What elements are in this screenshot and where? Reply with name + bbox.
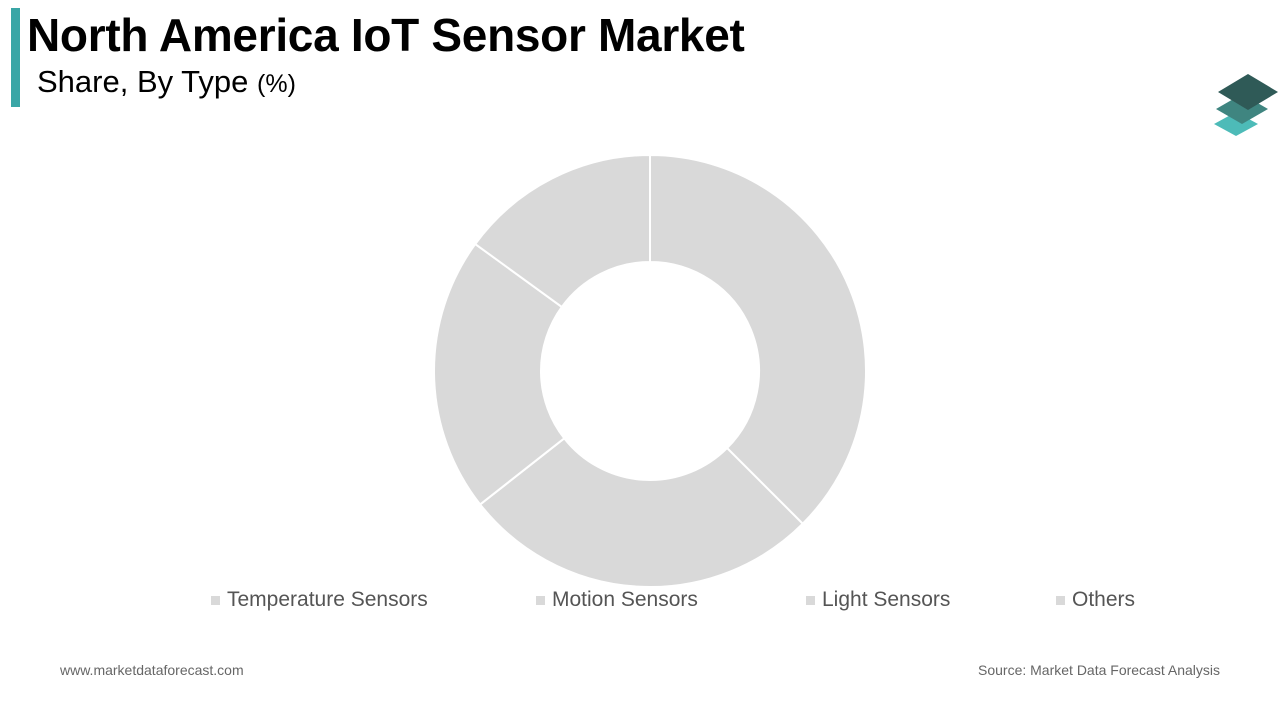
chart-legend: Temperature Sensors Motion Sensors Light S… <box>0 588 1280 616</box>
legend-item: Others <box>1056 588 1135 612</box>
legend-item: Temperature Sensors <box>211 588 428 612</box>
legend-swatch <box>806 595 815 605</box>
legend-label: Light Sensors <box>822 588 951 611</box>
footer-source: Source: Market Data Forecast Analysis <box>978 662 1220 678</box>
legend-swatch <box>211 595 220 605</box>
donut-slice-others <box>473 153 651 309</box>
donut-slice-motion-sensors <box>478 436 805 588</box>
legend-item: Light Sensors <box>806 588 950 612</box>
legend-swatch <box>1056 595 1065 605</box>
legend-label: Motion Sensors <box>552 588 698 611</box>
legend-item: Motion Sensors <box>536 588 698 612</box>
legend-label: Temperature Sensors <box>227 588 428 611</box>
donut-slice-light-sensors <box>433 242 566 506</box>
legend-label: Others <box>1072 588 1136 611</box>
logo-layer-top <box>1218 74 1278 110</box>
footer-website: www.marketdataforecast.com <box>60 662 244 678</box>
donut-slice-temperature-sensors <box>649 153 867 526</box>
page-subtitle: Share, By Type (%) <box>37 64 296 100</box>
legend-swatch <box>536 595 545 605</box>
subtitle-text: Share, By Type <box>37 64 249 99</box>
page-title: North America IoT Sensor Market <box>27 9 745 61</box>
title-accent-bar <box>11 8 20 107</box>
stacked-layers-icon <box>1214 74 1278 136</box>
subtitle-unit: (%) <box>257 70 296 98</box>
